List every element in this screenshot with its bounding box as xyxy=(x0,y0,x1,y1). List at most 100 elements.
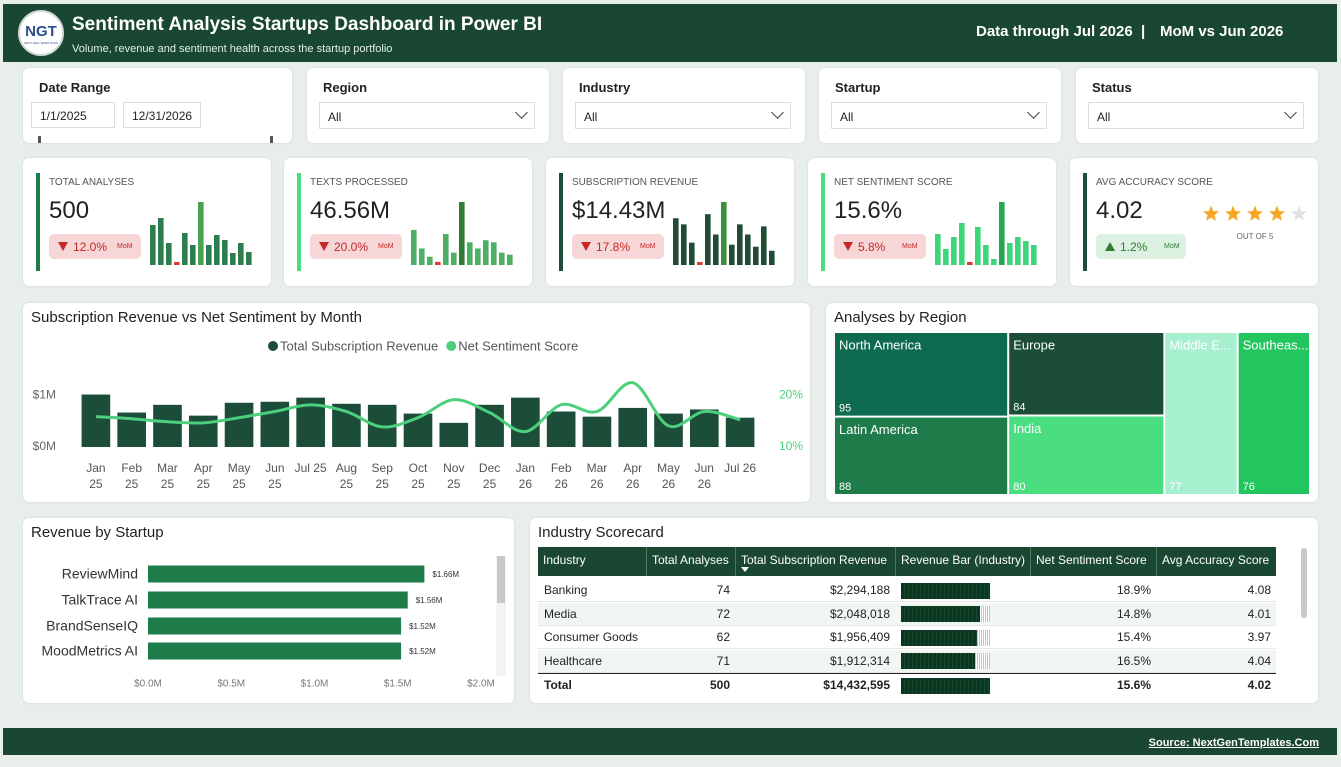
table-cell: 15.6% xyxy=(1116,678,1151,692)
treemap-label: Latin America xyxy=(839,422,919,437)
sparkline-bar xyxy=(737,224,743,265)
dashboard-subtitle: Volume, revenue and sentiment health acr… xyxy=(72,43,393,55)
mom-comparison: MoM vs Jun 2026 xyxy=(1160,23,1284,40)
sparkline-bar xyxy=(967,262,973,265)
sparkline-bar xyxy=(761,226,767,265)
x-tick-label: Apr 25 xyxy=(193,461,213,491)
bar xyxy=(654,413,683,447)
x-tick-label: Sep 25 xyxy=(371,461,393,491)
table-cell: Consumer Goods xyxy=(544,630,639,644)
bar xyxy=(439,422,469,447)
kpi-label: AVG ACCURACY SCORE xyxy=(1096,177,1213,188)
sparkline-bar xyxy=(230,253,236,265)
sparkline-bar xyxy=(246,252,252,265)
kpi-value: 500 xyxy=(49,197,90,224)
date-from[interactable]: 1/1/2025 xyxy=(31,102,115,128)
filter-card xyxy=(23,68,292,143)
filter-label: Status xyxy=(1092,80,1132,95)
sparkline-bar xyxy=(951,237,957,265)
sparkline-bar xyxy=(999,202,1005,265)
sparkline-bar xyxy=(419,248,425,265)
table-header-cell: Total Subscription Revenue xyxy=(735,547,895,576)
revenue-bar xyxy=(901,629,977,646)
delta-arrow xyxy=(581,242,591,251)
revenue-bar xyxy=(901,582,990,599)
legend-swatch xyxy=(268,341,278,351)
sparkline-bar xyxy=(214,235,220,265)
treemap-value: 80 xyxy=(1013,481,1025,493)
footer-source: Source: NextGenTemplates.Com xyxy=(1148,737,1319,749)
startup-card xyxy=(23,518,514,703)
x-tick-label: Mar 25 xyxy=(157,461,178,491)
bar xyxy=(725,417,755,447)
kpi-delta-pill: 20.0% MoM xyxy=(310,234,402,259)
legend-swatch xyxy=(446,341,457,351)
sparkline-bar xyxy=(713,234,719,265)
treemap-cell xyxy=(1165,333,1237,494)
x-tick-label: Jun 26 xyxy=(694,461,714,491)
kpi-accent xyxy=(1083,173,1087,271)
table-scrollbar xyxy=(1301,548,1307,618)
sparkline-bar xyxy=(705,214,711,265)
sparkline-bar xyxy=(190,245,196,265)
sparkline-bar xyxy=(150,225,156,265)
sparkline-bar xyxy=(174,262,180,265)
dropdown[interactable]: All xyxy=(831,102,1047,129)
kpi-accent xyxy=(821,173,825,271)
date-to[interactable]: 12/31/2026 xyxy=(123,102,201,128)
dropdown-value: All xyxy=(1097,110,1111,124)
kpi-value: 4.02 xyxy=(1096,197,1143,224)
sparkline-bar xyxy=(681,224,687,265)
scrollbar-thumb xyxy=(497,556,505,603)
bar xyxy=(582,416,612,447)
x-tick-label: May 26 xyxy=(657,461,680,491)
table-cell: 3.97 xyxy=(1247,630,1271,644)
rating-label: OUT OF 5 xyxy=(1237,232,1274,241)
legend-label: Net Sentiment Score xyxy=(458,338,578,353)
dropdown-value: All xyxy=(584,110,598,124)
table-cell: Total xyxy=(544,678,572,692)
treemap-label: Europe xyxy=(1013,337,1055,352)
sparkline-bar xyxy=(991,259,997,265)
dropdown-chevron xyxy=(1284,106,1297,119)
revenue-bar xyxy=(901,653,976,669)
kpi-accent xyxy=(297,173,301,271)
sparkline-bar xyxy=(975,227,981,265)
table-cell: 4.08 xyxy=(1247,583,1271,597)
sparkline-bar xyxy=(475,248,481,265)
kpi-delta-pill: 5.8% MoM xyxy=(834,234,926,259)
treemap-cell xyxy=(835,417,1008,494)
footer-bar xyxy=(3,728,1337,755)
sparkline-bar xyxy=(459,202,465,265)
chart-title: Revenue by Startup xyxy=(31,524,164,541)
sparkline-bar xyxy=(721,202,727,265)
table-cell: 4.04 xyxy=(1247,653,1271,668)
x-tick-label: $0.5M xyxy=(217,679,245,690)
slider-handle[interactable] xyxy=(38,136,41,143)
table-cell: 500 xyxy=(709,678,730,692)
dropdown[interactable]: All xyxy=(575,102,791,129)
table-cell: $2,048,018 xyxy=(829,606,890,621)
table-cell: 72 xyxy=(716,606,730,621)
treemap-label: North America xyxy=(839,337,922,352)
kpi-value: $14.43M xyxy=(572,197,666,224)
dropdown[interactable]: All xyxy=(1088,102,1304,129)
dropdown[interactable]: All xyxy=(319,102,535,129)
treemap-cell xyxy=(1009,416,1164,494)
table-cell: 14.8% xyxy=(1116,606,1151,621)
combo-card xyxy=(23,303,810,502)
sparkline-bar xyxy=(427,256,433,265)
treemap-cell xyxy=(1238,333,1309,494)
sparkline-bar xyxy=(499,252,505,265)
kpi-delta-pill: 12.0% MoM xyxy=(49,234,141,259)
kpi-delta-unit: MoM xyxy=(117,243,133,250)
slider-handle[interactable] xyxy=(270,136,273,143)
y-tick-label: $1M xyxy=(33,388,56,402)
kpi-label: TOTAL ANALYSES xyxy=(49,177,135,188)
revenue-bar xyxy=(901,677,990,694)
header-bar xyxy=(3,4,1337,62)
kpi-delta: 12.0% xyxy=(73,240,108,254)
table-cell: Banking xyxy=(544,583,588,597)
dropdown-chevron xyxy=(1027,106,1040,119)
